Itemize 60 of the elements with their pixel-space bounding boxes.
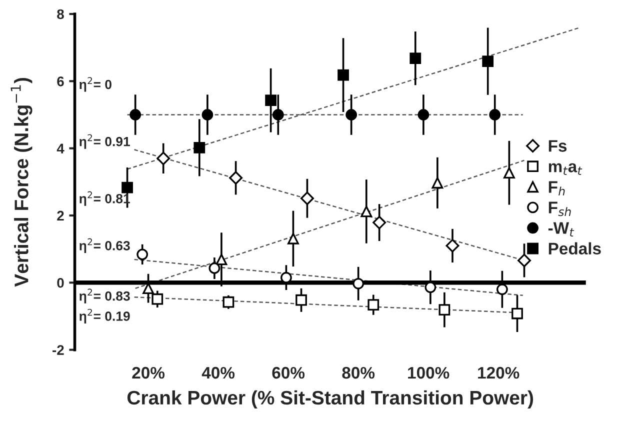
point [518,254,531,268]
legend-label: Fs [548,140,567,152]
x-tick-label: 20% [132,366,165,379]
point [410,52,422,64]
point [346,109,358,120]
point [265,94,277,106]
point [446,238,460,252]
point [482,56,494,68]
point [202,109,214,120]
point [280,272,292,284]
legend-label: -W$_{t}$ [548,222,574,236]
point [156,152,170,166]
annotation: η$^{2}$= 0 [80,77,112,92]
x-tick-label: 100% [408,366,450,379]
y-tick-label: 2 [57,210,64,221]
y-tick-label: 4 [56,144,64,154]
y-tick-label: 0 [57,278,64,288]
point [229,171,243,185]
annotation: η$^{2}$= 0.91 [80,134,130,149]
point [496,284,508,296]
x-tick-label: 40% [202,366,235,379]
x-tick-label: 60% [272,366,305,379]
point [504,167,515,179]
point [300,192,314,206]
x-tick-label: 80% [342,366,375,379]
y-tick-label: -2 [52,345,64,355]
y-tick-label: 6 [57,76,64,86]
point [424,282,436,294]
y-tick-label: 8 [57,9,64,20]
x-tick-label: 120% [478,366,520,379]
point [368,299,380,310]
annotation: η$^{2}$= 0.83 [80,288,130,304]
x-axis-title: Crank Power (% Sit-Stand Transition Power) [127,390,534,408]
point [208,262,220,274]
point [338,69,349,81]
y-axis-title: Vertical Force (N.kg$^{−1}$) [10,78,32,287]
point [296,294,307,306]
point [272,109,284,120]
point [216,254,228,266]
legend-label: F$_{sh}$ [548,202,571,216]
annotation: η$^{2}$= 0.19 [80,308,130,324]
point [418,109,430,120]
legend-label: Pedals [548,242,601,254]
point [152,293,164,305]
legend-label: m$_{t}$a$_{t}$ [548,163,582,175]
point [372,216,386,230]
point [512,308,523,320]
annotation: η$^{2}$= 0.63 [80,238,130,253]
point [222,296,234,308]
point [288,232,299,244]
point [489,109,501,120]
point [360,206,372,218]
point [438,304,450,316]
point [352,278,364,290]
point [122,182,133,194]
point [130,109,142,120]
point [194,142,206,154]
point [136,248,148,260]
point [432,177,444,189]
legend-label: F$_{h}$ [548,181,565,196]
